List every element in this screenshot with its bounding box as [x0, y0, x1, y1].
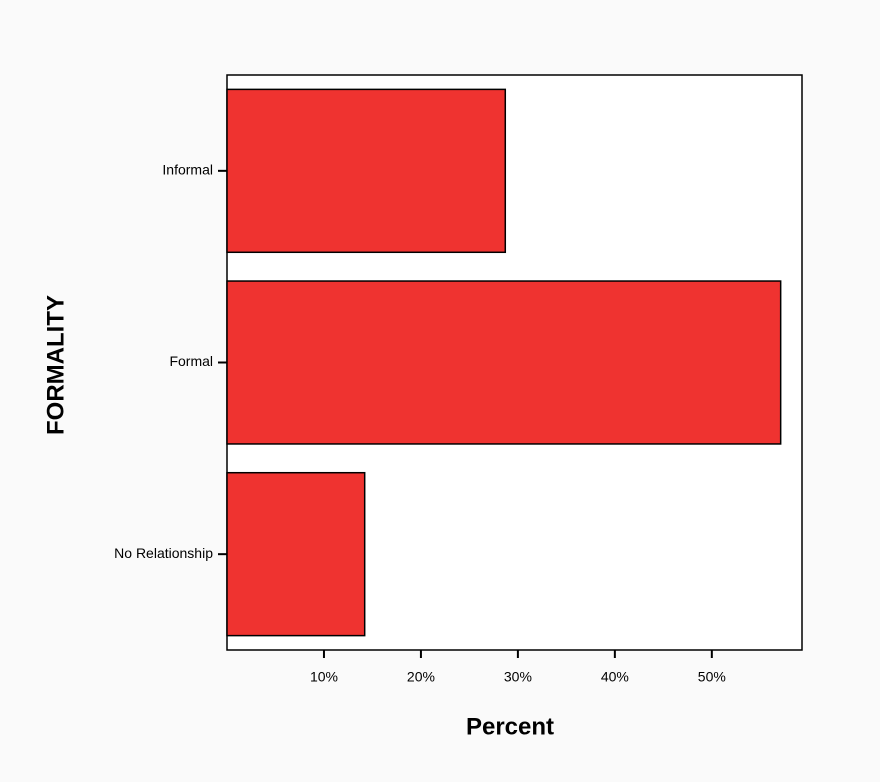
bar	[226, 88, 507, 254]
x-tick-label: 50%	[698, 669, 726, 685]
y-tick-label: No Relationship	[114, 545, 213, 561]
x-tick-label: 10%	[310, 669, 338, 685]
bar	[226, 471, 366, 637]
y-tick-label: Formal	[169, 353, 213, 369]
y-tick-label: Informal	[162, 162, 213, 178]
x-tick-label: 20%	[407, 669, 435, 685]
x-axis-title: Percent	[466, 713, 554, 740]
bar	[226, 280, 782, 445]
y-axis-title: FORMALITY	[42, 295, 69, 435]
x-tick-label: 40%	[601, 669, 629, 685]
x-tick-label: 30%	[504, 669, 532, 685]
